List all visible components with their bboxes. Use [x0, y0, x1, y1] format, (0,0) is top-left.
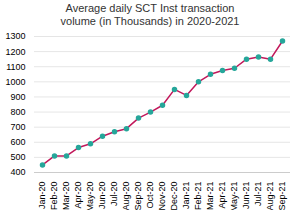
svg-text:Mar-20: Mar-20: [61, 182, 71, 211]
svg-text:Sep-20: Sep-20: [133, 182, 143, 211]
svg-text:Apr-20: Apr-20: [73, 182, 83, 209]
svg-text:Jun-21: Jun-21: [241, 182, 251, 210]
svg-text:Jul-20: Jul-20: [109, 182, 119, 207]
svg-text:Jan-20: Jan-20: [37, 182, 47, 210]
svg-text:Mar-21: Mar-21: [205, 182, 215, 211]
html-text:Average daily SCT Inst transac: Average daily SCT Inst transaction volum…: [60, 2, 240, 27]
svg-text:800: 800: [10, 107, 25, 117]
svg-text:Jul-21: Jul-21: [253, 182, 263, 207]
svg-text:1100: 1100: [6, 62, 25, 72]
svg-text:600: 600: [10, 137, 25, 147]
svg-text:700: 700: [10, 122, 25, 132]
svg-text:May-21: May-21: [229, 182, 239, 211]
svg-text:Feb-21: Feb-21: [193, 182, 203, 211]
svg-text:Nov-20: Nov-20: [157, 182, 167, 211]
svg-text:500: 500: [10, 152, 25, 162]
svg-text:Dec-20: Dec-20: [169, 182, 179, 211]
svg-text:900: 900: [10, 92, 25, 102]
svg-text:1200: 1200: [5, 46, 25, 56]
svg-text:1300: 1300: [5, 31, 25, 41]
svg-text:May-20: May-20: [85, 182, 95, 211]
svg-text:Sep-21: Sep-21: [277, 182, 287, 211]
svg-text:Jan-21: Jan-21: [181, 182, 191, 210]
svg-text:Aug-21: Aug-21: [265, 182, 275, 211]
svg-text:400: 400: [10, 167, 25, 177]
svg-text:Oct-20: Oct-20: [145, 182, 155, 209]
svg-text:Apr-21: Apr-21: [217, 182, 227, 209]
svg-text:Feb-20: Feb-20: [49, 182, 59, 211]
svg-text:1000: 1000: [5, 77, 25, 87]
svg-text:Jun-20: Jun-20: [97, 182, 107, 210]
svg-text:Aug-20: Aug-20: [121, 182, 131, 211]
